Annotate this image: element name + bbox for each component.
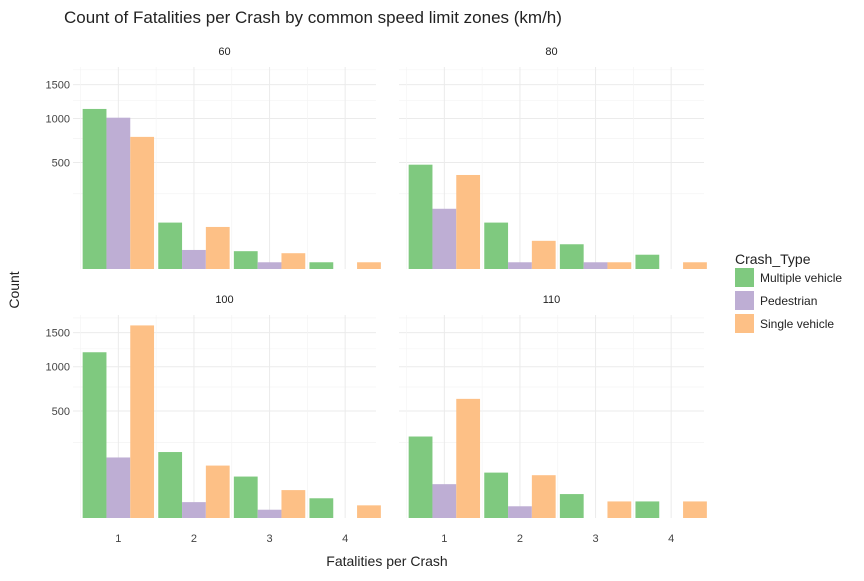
y-tick-label: 1500 [46, 80, 70, 92]
y-axis-label: Count [6, 271, 22, 308]
bar-multiple-vehicle [484, 472, 509, 518]
x-tick-label: 3 [592, 533, 598, 545]
bar-multiple-vehicle [408, 164, 433, 269]
bar-multiple-vehicle [635, 501, 660, 518]
bar-pedestrian [432, 208, 457, 269]
bar-multiple-vehicle [309, 262, 334, 269]
legend-title: Crash_Type [735, 251, 811, 267]
panel-strip-label: 110 [543, 294, 561, 306]
x-tick-label: 1 [441, 533, 447, 545]
bar-multiple-vehicle [559, 244, 584, 269]
y-tick-label: 500 [52, 406, 70, 418]
panel-100: 100 500 1000 1500 1 2 3 4 [46, 294, 381, 545]
bar-single-vehicle [607, 262, 632, 269]
panel-60: 60 500 1000 1500 [46, 46, 381, 269]
bar-multiple-vehicle [559, 494, 584, 518]
bar-single-vehicle [683, 262, 707, 269]
legend-entry-label: Single vehicle [760, 317, 834, 331]
bar-single-vehicle [456, 174, 481, 269]
legend-swatch [735, 291, 754, 310]
bar-single-vehicle [357, 262, 381, 269]
bar-multiple-vehicle [233, 476, 258, 518]
bar-single-vehicle [456, 398, 481, 518]
bar-pedestrian [508, 262, 532, 269]
bar-pedestrian [508, 506, 532, 518]
bar-pedestrian [182, 502, 206, 518]
bar-single-vehicle [205, 226, 230, 269]
legend-entry-label: Pedestrian [760, 294, 817, 308]
x-tick-label: 4 [342, 533, 348, 545]
panel-strip-label: 80 [545, 46, 557, 58]
bar-single-vehicle [205, 465, 230, 518]
bar-single-vehicle [531, 475, 556, 518]
bar-single-vehicle [357, 505, 381, 518]
bar-single-vehicle [531, 240, 556, 269]
bar-pedestrian [182, 249, 206, 269]
bar-pedestrian [257, 262, 282, 269]
y-tick-label: 500 [52, 158, 70, 170]
legend-items: Multiple vehicle Pedestrian Single vehicle [735, 268, 842, 333]
bar-single-vehicle [281, 253, 306, 269]
x-tick-label: 1 [115, 533, 121, 545]
bar-multiple-vehicle [158, 222, 183, 269]
bar-pedestrian [106, 117, 131, 269]
bar-single-vehicle [683, 501, 707, 518]
y-tick-label: 1000 [46, 113, 70, 125]
x-tick-label: 2 [517, 533, 523, 545]
x-tick-label: 3 [266, 533, 272, 545]
bar-pedestrian [257, 509, 282, 518]
chart-title: Count of Fatalities per Crash by common … [64, 8, 562, 27]
bar-pedestrian [106, 457, 131, 518]
legend-entry-label: Multiple vehicle [760, 271, 842, 285]
panel-strip-label: 60 [218, 46, 230, 58]
panel-strip-label: 100 [215, 294, 233, 306]
bar-multiple-vehicle [82, 108, 107, 269]
y-tick-label: 1500 [46, 328, 70, 340]
bar-single-vehicle [130, 136, 155, 269]
x-tick-label: 4 [668, 533, 674, 545]
bar-single-vehicle [281, 490, 306, 518]
panels: 60 500 1000 1500 80 100 500 1000 1500 1 2 3 4 110 1 2 3 4 [46, 46, 707, 545]
bar-pedestrian [432, 484, 457, 518]
x-axis-label: Fatalities per Crash [326, 553, 447, 569]
bar-multiple-vehicle [484, 222, 509, 269]
legend: Crash_Type Multiple vehicle Pedestrian Sin… [735, 251, 842, 333]
panel-80: 80 [399, 46, 707, 269]
legend-swatch [735, 314, 754, 333]
bar-single-vehicle [130, 325, 155, 518]
bar-multiple-vehicle [82, 352, 107, 518]
legend-swatch [735, 268, 754, 287]
y-tick-label: 1000 [46, 362, 70, 374]
bar-multiple-vehicle [158, 452, 183, 518]
x-tick-label: 2 [191, 533, 197, 545]
bar-multiple-vehicle [635, 254, 660, 269]
bar-multiple-vehicle [309, 498, 334, 518]
bar-multiple-vehicle [233, 251, 258, 269]
panel-110: 110 1 2 3 4 [399, 294, 707, 545]
bar-multiple-vehicle [408, 436, 433, 518]
bar-pedestrian [583, 262, 608, 269]
bar-single-vehicle [607, 501, 632, 518]
